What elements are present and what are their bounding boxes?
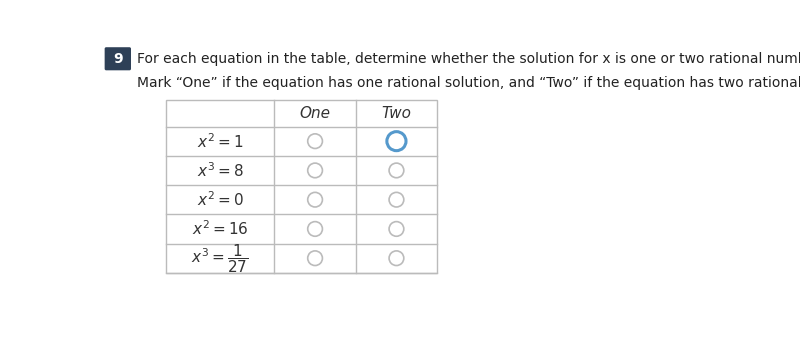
FancyBboxPatch shape <box>105 47 131 70</box>
Text: $x^2 = 0$: $x^2 = 0$ <box>197 190 243 209</box>
Text: Two: Two <box>382 106 411 121</box>
Text: 9: 9 <box>113 52 122 66</box>
Text: One: One <box>299 106 330 121</box>
Text: $x^2 = 16$: $x^2 = 16$ <box>192 220 249 238</box>
Text: $x^3 = \dfrac{1}{27}$: $x^3 = \dfrac{1}{27}$ <box>191 242 249 274</box>
Text: $x^3 = 8$: $x^3 = 8$ <box>197 161 243 180</box>
Text: For each equation in the table, determine whether the solution for x is one or t: For each equation in the table, determin… <box>138 52 800 66</box>
Bar <box>166 100 437 273</box>
Text: Mark “One” if the equation has one rational solution, and “Two” if the equation : Mark “One” if the equation has one ratio… <box>138 76 800 90</box>
Text: $x^2 = 1$: $x^2 = 1$ <box>197 132 243 151</box>
